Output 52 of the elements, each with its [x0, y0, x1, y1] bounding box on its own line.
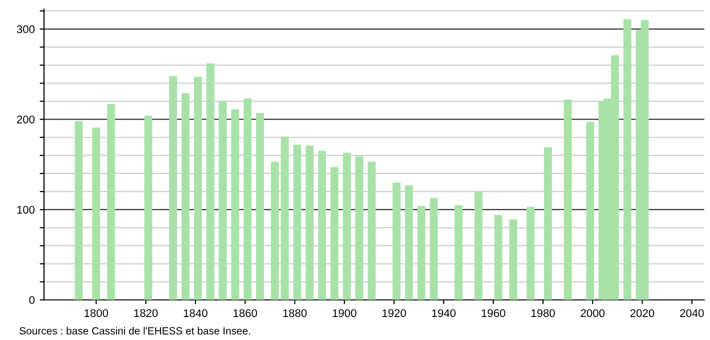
bar [417, 206, 426, 300]
bar [355, 156, 364, 300]
bar [474, 192, 482, 300]
bar [107, 104, 116, 300]
bar [544, 147, 552, 300]
bar [280, 136, 289, 300]
x-tick-label: 1880 [283, 309, 307, 318]
bar [494, 215, 502, 300]
bar [430, 198, 438, 300]
bar [194, 76, 202, 300]
bar [318, 150, 326, 300]
x-tick-label: 1840 [184, 309, 208, 318]
bar [92, 127, 100, 300]
bar [231, 109, 240, 300]
bar [564, 99, 572, 300]
bar [306, 146, 314, 300]
bar [623, 19, 632, 300]
bar [256, 113, 264, 300]
bar [342, 152, 351, 300]
bar [244, 98, 252, 300]
y-tick-label: 100 [17, 206, 35, 214]
x-tick-label: 1980 [531, 309, 555, 318]
x-tick-label: 1900 [332, 309, 356, 318]
y-tick-label: 300 [16, 25, 35, 34]
x-tick-label: 2040 [680, 309, 704, 318]
x-tick-label: 1920 [382, 309, 406, 318]
x-tick-label: 1800 [84, 309, 108, 318]
x-tick-label: 1940 [432, 309, 456, 318]
bar [74, 121, 83, 300]
x-tick-label: 2020 [630, 309, 654, 318]
bar [509, 220, 518, 300]
x-tick-label: 1820 [134, 309, 158, 318]
bar [392, 182, 400, 300]
y-tick-label: 0 [29, 296, 35, 304]
bar [330, 167, 338, 300]
bar [206, 63, 214, 300]
bar [404, 185, 413, 300]
source-note: Sources : base Cassini de l'EHESS et base Insee. [20, 326, 250, 335]
x-tick-label: 2000 [580, 309, 605, 318]
bar [144, 116, 152, 300]
bar [293, 144, 302, 300]
bar [169, 76, 178, 300]
bar [218, 101, 227, 300]
bar [182, 93, 190, 300]
bar [526, 206, 535, 300]
y-tick-label: 200 [17, 116, 35, 124]
x-tick-label: 1960 [482, 309, 506, 318]
bar [368, 162, 376, 300]
x-tick-label: 1860 [234, 309, 258, 318]
bar [586, 122, 594, 300]
bar [454, 205, 463, 300]
bar [270, 162, 279, 300]
